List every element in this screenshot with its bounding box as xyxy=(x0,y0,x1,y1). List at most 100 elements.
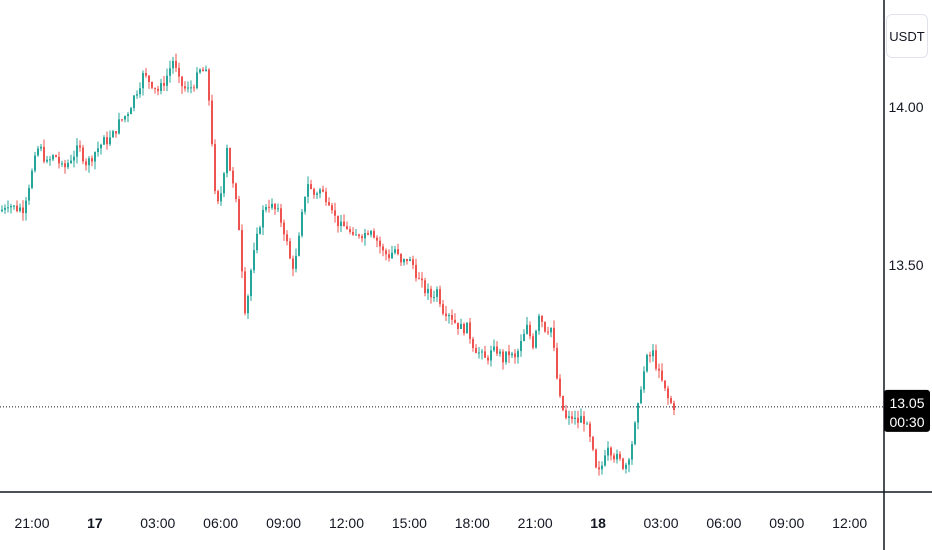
candle-body xyxy=(1,209,3,212)
candle-body xyxy=(640,389,642,404)
x-tick-label: 12:00 xyxy=(832,515,867,531)
candle-body xyxy=(91,158,93,162)
candle-body xyxy=(172,60,174,69)
candle-body xyxy=(253,250,255,271)
candle-body xyxy=(268,206,270,208)
y-tick-label: 13.50 xyxy=(888,257,923,273)
candle-body xyxy=(211,100,213,145)
candle-body xyxy=(484,351,486,358)
candle-body xyxy=(448,315,450,317)
candle-body xyxy=(514,353,516,358)
candle-body xyxy=(283,222,285,235)
candle-body xyxy=(322,189,324,192)
candle-body xyxy=(412,259,414,265)
candle-body xyxy=(106,137,108,145)
candle-body xyxy=(178,67,180,77)
candle-body xyxy=(652,350,654,357)
candle-body xyxy=(163,83,165,86)
candle-body xyxy=(388,254,390,259)
candle-body xyxy=(289,241,291,259)
candle-body xyxy=(301,211,303,236)
currency-unit-label: USDT xyxy=(889,28,925,44)
candle-body xyxy=(457,322,459,329)
candle-body xyxy=(157,88,159,91)
candle-body xyxy=(64,163,66,168)
candle-body xyxy=(454,319,456,323)
candle-body xyxy=(643,371,645,390)
candle-body xyxy=(481,351,483,353)
candle-body xyxy=(505,351,507,363)
candle-body xyxy=(325,191,327,203)
candle-body xyxy=(55,155,57,158)
candle-body xyxy=(538,315,540,331)
candle-body xyxy=(508,351,510,356)
candle-body xyxy=(262,209,264,228)
x-tick-label: 06:00 xyxy=(203,515,238,531)
currency-unit-button[interactable]: USDT xyxy=(886,14,928,58)
candle-body xyxy=(394,249,396,253)
candle-body xyxy=(277,208,279,210)
candle-body xyxy=(37,148,39,156)
candle-body xyxy=(19,207,21,212)
candle-body xyxy=(541,315,543,322)
candle-body xyxy=(316,193,318,195)
candle-body xyxy=(613,455,615,460)
candle-body xyxy=(460,323,462,329)
candle-body xyxy=(340,221,342,227)
candle-body xyxy=(373,231,375,238)
candle-body xyxy=(562,396,564,411)
candle-body xyxy=(187,87,189,89)
candle-body xyxy=(382,246,384,251)
candle-body xyxy=(286,234,288,242)
candle-body xyxy=(469,322,471,339)
candle-body xyxy=(355,234,357,236)
x-tick-label: 09:00 xyxy=(266,515,301,531)
y-tick-label: 14.00 xyxy=(888,99,923,115)
candle-body xyxy=(352,231,354,235)
candle-body xyxy=(571,416,573,419)
candle-body xyxy=(406,258,408,262)
candle-body xyxy=(664,380,666,389)
candle-body xyxy=(205,69,207,72)
candle-body xyxy=(271,203,273,208)
x-tick-label: 17 xyxy=(87,515,103,531)
candle-body xyxy=(127,114,129,117)
candle-body xyxy=(622,458,624,469)
candle-body xyxy=(196,72,198,89)
candle-body xyxy=(520,341,522,351)
candle-body xyxy=(631,444,633,460)
candle-body xyxy=(40,146,42,149)
candle-body xyxy=(580,416,582,423)
candle-body xyxy=(250,270,252,297)
candle-body xyxy=(601,465,603,470)
candle-body xyxy=(364,233,366,239)
candle-body xyxy=(184,86,186,89)
candle-body xyxy=(478,352,480,354)
x-tick-label: 09:00 xyxy=(769,515,804,531)
x-tick-label: 03:00 xyxy=(643,515,678,531)
candle-body xyxy=(136,94,138,96)
candle-body xyxy=(526,324,528,334)
candle-body xyxy=(190,87,192,89)
candle-body xyxy=(667,388,669,399)
candle-body xyxy=(319,189,321,194)
candle-body xyxy=(463,323,465,334)
candle-body xyxy=(343,221,345,227)
candle-body xyxy=(34,155,36,171)
candle-body xyxy=(97,148,99,153)
x-axis-ticks: 21:00 17 03:00 06:00 09:00 12:00 15:00 18:00 21:… xyxy=(14,515,867,531)
candle-body xyxy=(100,144,102,149)
candle-body xyxy=(553,327,555,348)
candle-body xyxy=(295,255,297,269)
candle-body xyxy=(415,264,417,279)
candle-body xyxy=(229,147,231,171)
candle-body xyxy=(244,271,246,314)
candle-body xyxy=(565,410,567,418)
candle-body xyxy=(568,416,570,418)
candle-body xyxy=(58,157,60,164)
candle-body xyxy=(649,354,651,357)
candle-body xyxy=(46,159,48,162)
candle-body xyxy=(49,159,51,161)
